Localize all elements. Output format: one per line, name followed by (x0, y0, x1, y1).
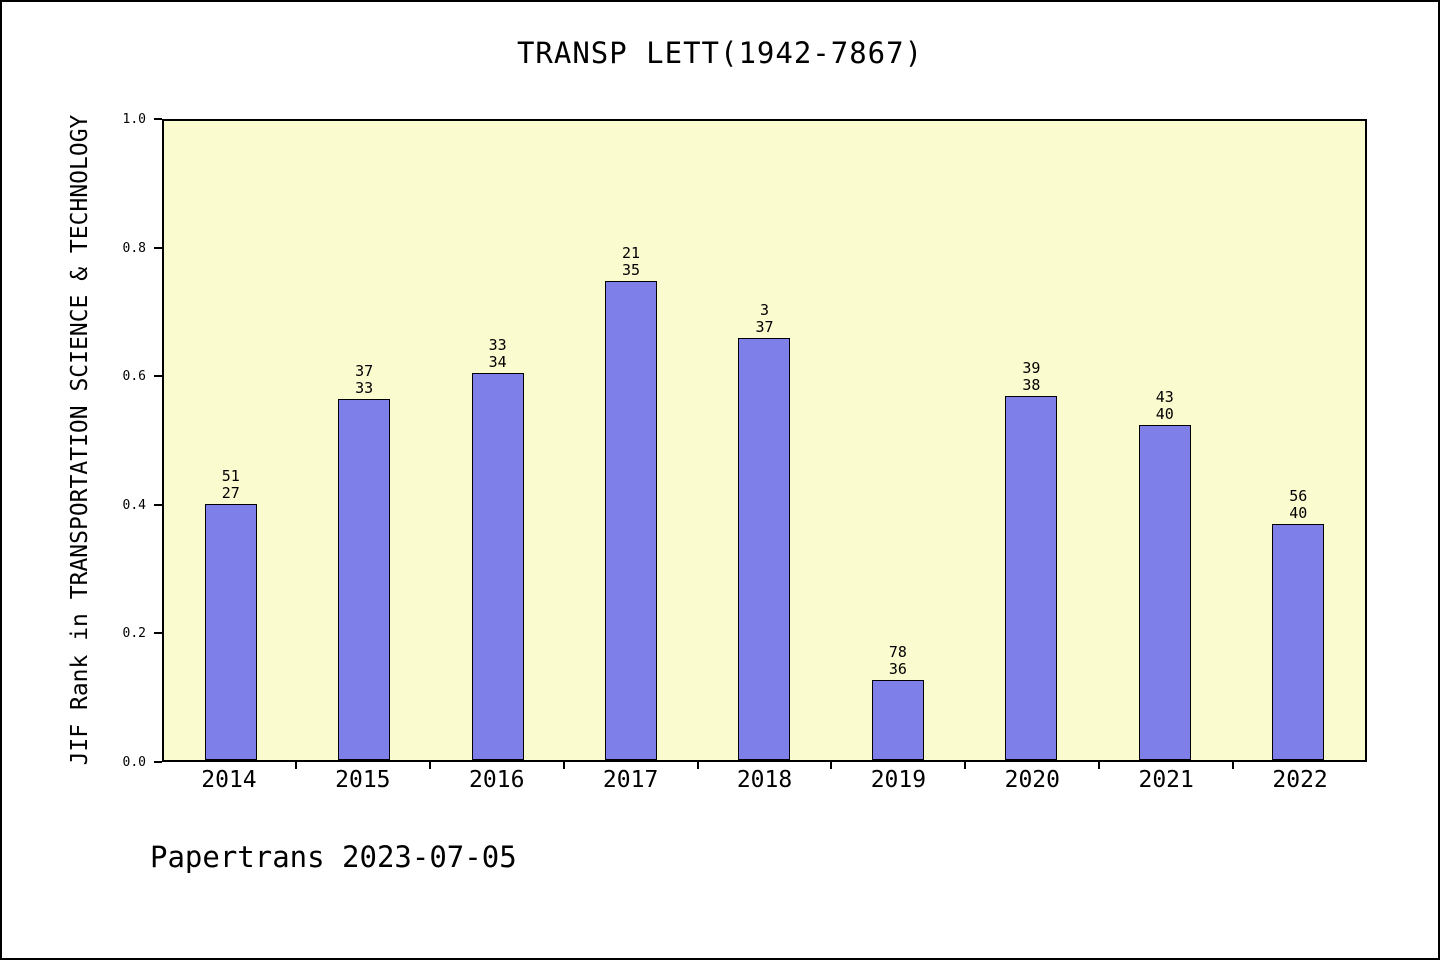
bar-group-2020: 39 38 (965, 121, 1098, 760)
x-tick-mark (562, 762, 565, 769)
y-tick-mark (154, 118, 162, 120)
bar-value-label-line: 27 (221, 484, 240, 503)
x-tick-label-2021: 2021 (1138, 767, 1194, 793)
y-tick-mark (154, 761, 162, 763)
bar-value-label: 33 34 (489, 337, 507, 371)
x-tick-label-2015: 2015 (335, 767, 391, 793)
bar-value-label-line: 78 (888, 643, 907, 662)
bar-group-2021: 43 40 (1098, 121, 1231, 760)
y-tick-mark (154, 632, 162, 635)
bar-group-2019: 78 36 (831, 121, 964, 760)
bar-value-label-line: 37 (355, 361, 374, 380)
x-axis-tick-marks (162, 762, 1367, 770)
y-tick-label: 1.0 (122, 112, 146, 127)
bar-value-label: 51 27 (222, 468, 240, 502)
x-tick-mark (830, 762, 833, 769)
bar-2022 (1272, 523, 1325, 760)
bar-value-label-line: 3 (759, 301, 769, 320)
bar-value-label-line: 36 (888, 660, 907, 679)
bar-2016 (471, 373, 524, 760)
x-tick-label-2018: 2018 (736, 767, 793, 793)
footer-watermark: Papertrans 2023-07-05 (150, 840, 517, 874)
bar-2021 (1138, 424, 1191, 760)
x-tick-mark (294, 762, 297, 769)
bar-value-label-line: 37 (755, 318, 774, 337)
bar-value-label: 43 40 (1155, 387, 1174, 423)
bar-value-label-line: 40 (1289, 503, 1308, 522)
bar-value-label-line: 21 (622, 243, 641, 262)
y-tick-label: 0.6 (122, 369, 146, 385)
x-tick-label-2022: 2022 (1272, 767, 1328, 793)
bar-value-label-line: 56 (1289, 486, 1308, 505)
bar-value-label-line: 43 (1155, 387, 1174, 406)
bar-value-label: 21 35 (622, 243, 641, 279)
plot-area: 51 27 37 33 33 34 21 35 3 37 78 36 39 38 43 40 56 40 (162, 119, 1367, 762)
y-tick-label: 0.8 (122, 240, 146, 256)
bar-group-2016: 33 34 (431, 121, 564, 760)
bar-2019 (871, 680, 924, 760)
bar-group-2015: 37 33 (297, 121, 430, 760)
bar-value-label: 39 38 (1022, 358, 1041, 394)
chart-title: TRANSP LETT(1942-7867) (516, 36, 924, 70)
bar-value-label: 3 37 (755, 302, 773, 336)
bar-value-label-line: 33 (355, 378, 374, 397)
x-tick-mark (1098, 762, 1101, 769)
bar-2015 (338, 398, 391, 760)
bar-value-label-line: 51 (221, 467, 240, 486)
bar-value-label: 78 36 (889, 644, 907, 678)
y-tick-mark (154, 246, 162, 249)
y-tick-mark (154, 375, 162, 378)
x-tick-label-2020: 2020 (1004, 767, 1060, 793)
bar-group-2014: 51 27 (164, 121, 297, 760)
bar-value-label-line: 35 (622, 260, 641, 279)
y-axis: 0.0 0.2 0.4 0.6 0.8 1.0 (2, 112, 162, 770)
bar-value-label-line: 39 (1022, 358, 1041, 377)
x-axis-labels: 2014 2015 2016 2017 2018 2019 2020 2021 2022 (162, 767, 1367, 793)
bar-group-2017: 21 35 (564, 121, 697, 760)
y-tick-label: 0.0 (122, 755, 146, 770)
x-tick-mark (1232, 762, 1235, 769)
x-tick-mark (696, 762, 699, 769)
bar-value-label-line: 40 (1155, 404, 1174, 423)
bar-value-label: 56 40 (1289, 486, 1308, 522)
bar-2018 (738, 338, 791, 760)
y-tick-mark (154, 503, 162, 506)
bar-value-label: 37 33 (355, 361, 374, 397)
bar-group-2018: 3 37 (698, 121, 831, 760)
bar-value-label-line: 38 (1022, 375, 1041, 394)
y-tick-label: 0.4 (122, 497, 146, 513)
x-tick-mark (964, 762, 967, 769)
y-tick-label: 0.2 (122, 626, 146, 642)
x-tick-label-2014: 2014 (201, 767, 257, 793)
bar-2014 (204, 504, 257, 760)
bars-container: 51 27 37 33 33 34 21 35 3 37 78 36 39 38 43 40 56 40 (164, 121, 1365, 760)
x-tick-label-2016: 2016 (469, 767, 525, 793)
bar-value-label-line: 33 (488, 336, 507, 355)
bar-value-label-line: 34 (488, 353, 507, 372)
bar-group-2022: 56 40 (1232, 121, 1365, 760)
x-tick-label-2019: 2019 (870, 767, 927, 793)
bar-2017 (605, 280, 658, 760)
x-tick-mark (428, 762, 431, 769)
x-tick-label-2017: 2017 (602, 767, 659, 793)
bar-2020 (1005, 395, 1058, 760)
